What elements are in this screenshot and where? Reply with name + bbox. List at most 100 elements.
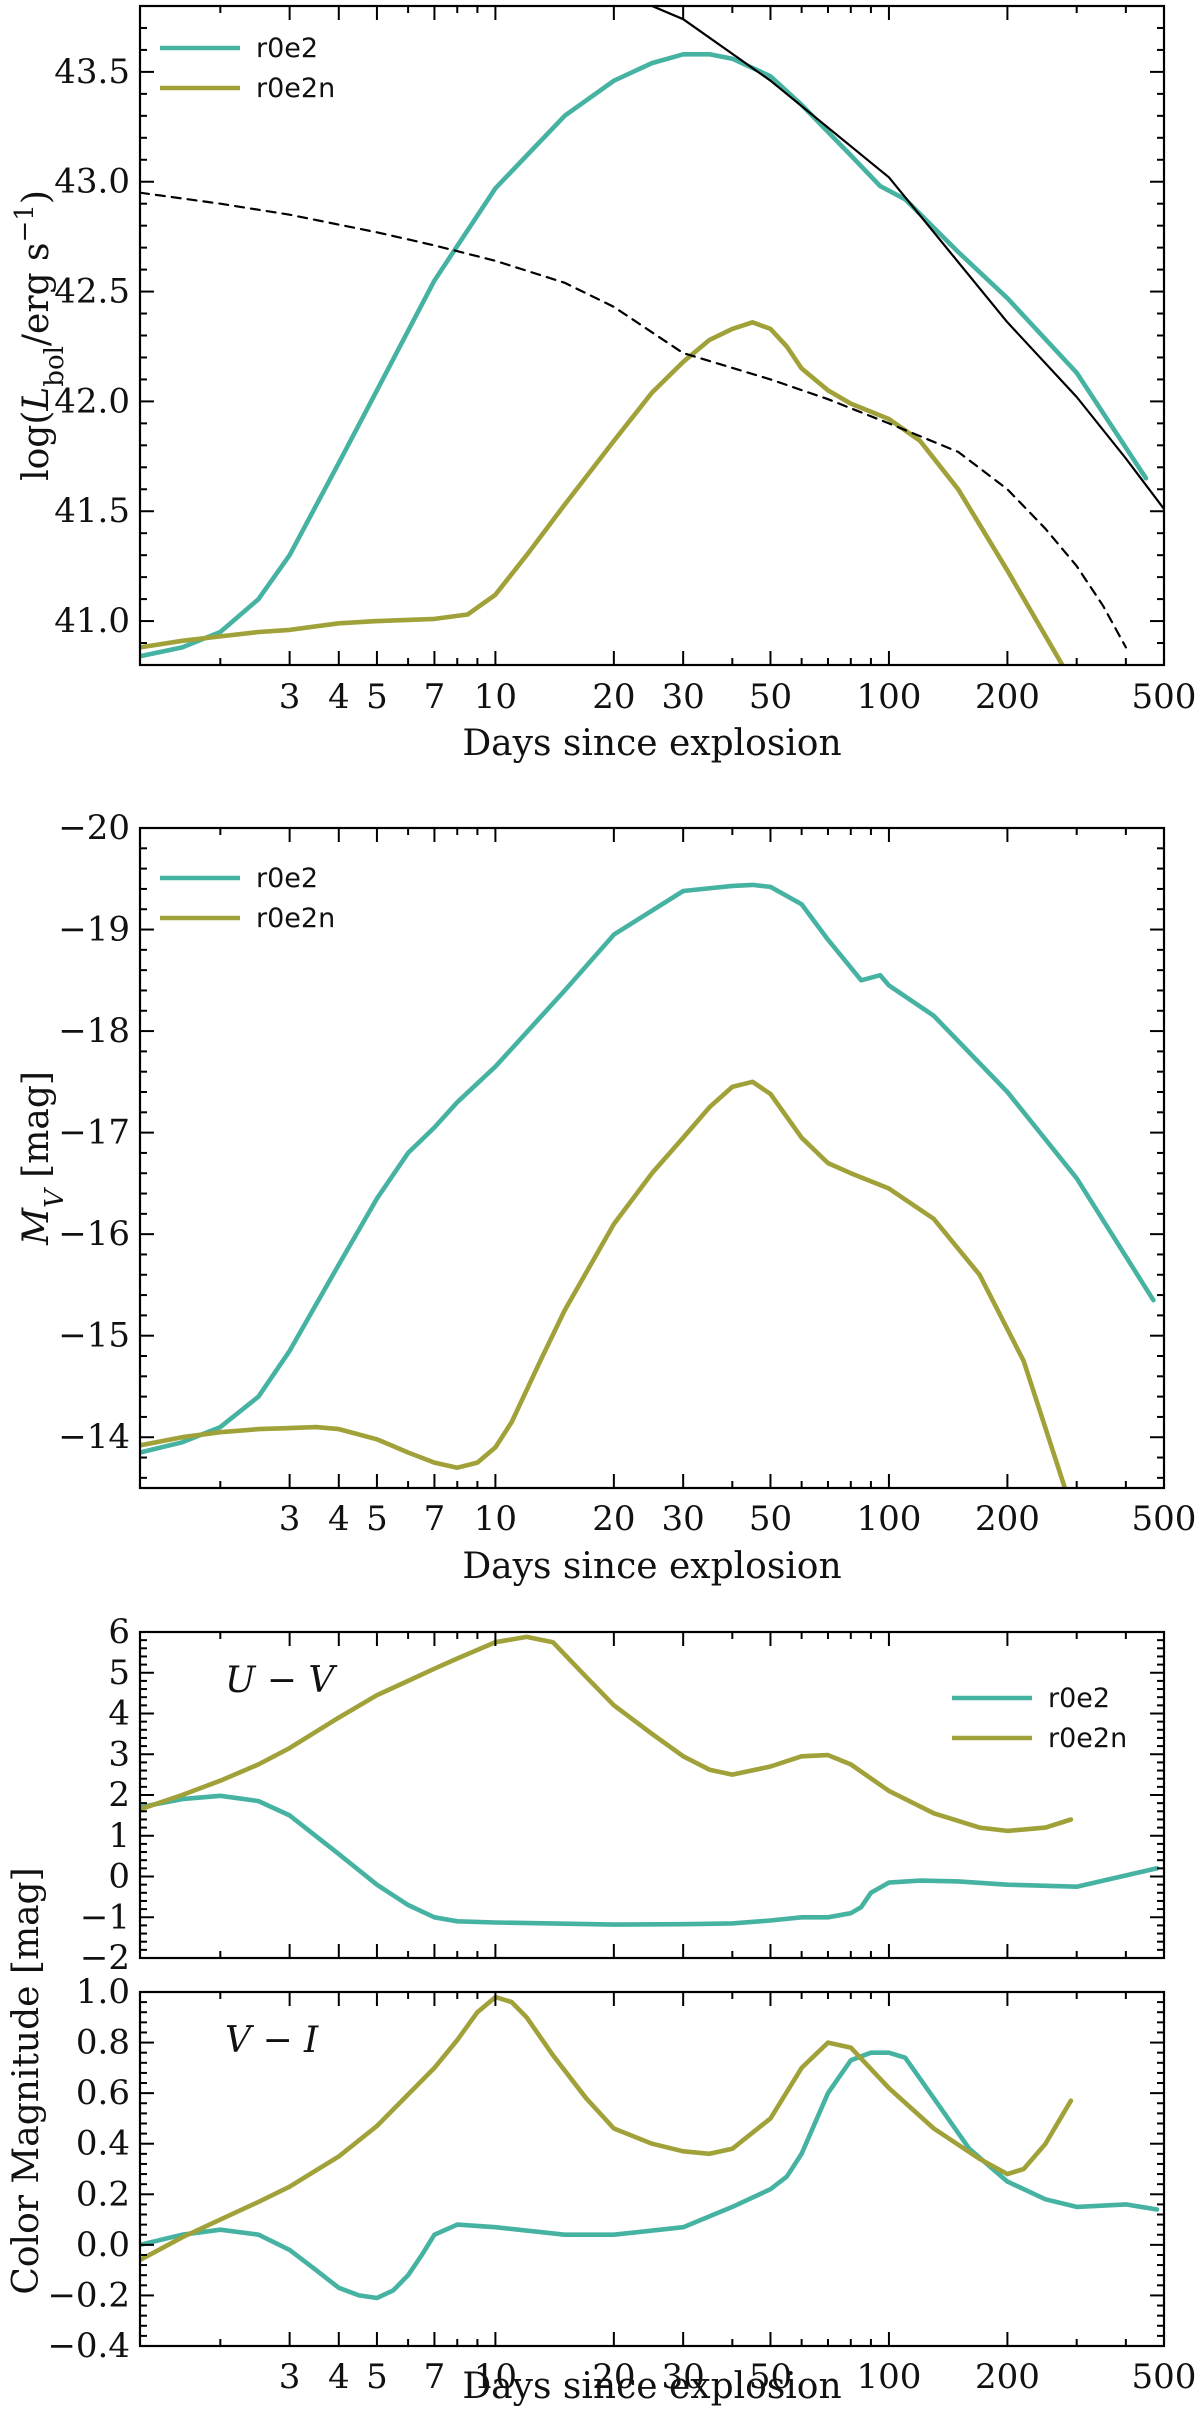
series-line-r0e2: [140, 1793, 1160, 1927]
legend: r0e2 r0e2n: [160, 33, 335, 104]
y-tick-label: −16: [58, 1214, 130, 1254]
x-tick-label: 200: [975, 677, 1040, 717]
series-lines: [140, 1634, 1160, 1927]
x-tick-label: 500: [1132, 2357, 1197, 2397]
x-tick-label: 500: [1132, 677, 1197, 717]
x-tick-label: 3: [279, 677, 301, 717]
y-tick-label: 41.5: [54, 491, 130, 531]
y-tick-label: −17: [58, 1113, 130, 1153]
x-tick-label: 4: [328, 677, 350, 717]
y-tick-label: 0.2: [76, 2174, 130, 2214]
y-tick-label: −2: [80, 1938, 130, 1978]
series-line-r0e2: [140, 882, 1156, 1455]
y-tick-label: 0.0: [76, 2225, 130, 2265]
x-tick-label: 500: [1132, 1499, 1197, 1539]
y-tick-label: −1: [80, 1897, 130, 1937]
y-tick-label: 5: [108, 1653, 130, 1693]
panel-label: U − V: [225, 1660, 338, 1701]
x-tick-label: 20: [592, 2357, 635, 2397]
y-tick-label: 6: [108, 1612, 130, 1652]
legend: r0e2 r0e2n: [160, 863, 335, 934]
panel-v-band-magnitude: 3 4 5 7 10 20 30 50 100 200 500 −14 −15 −16 −17 −18 −19 −…: [16, 808, 1196, 1587]
series-lines: [140, 1994, 1160, 2301]
y-tick-label: 42.0: [54, 381, 130, 421]
plot-frame: [138, 826, 1166, 1490]
y-tick-label: 42.5: [54, 272, 130, 312]
x-tick-label: 50: [749, 1499, 792, 1539]
x-tick-label: 5: [366, 1499, 388, 1539]
y-tick-label: −15: [58, 1316, 130, 1356]
y-tick-label: −18: [58, 1011, 130, 1051]
y-tick-label: 41.0: [54, 601, 130, 641]
x-tick-label: 10: [474, 677, 517, 717]
y-tick-label: 2: [108, 1775, 130, 1815]
plot-frame: [138, 4, 1166, 667]
x-tick-label: 20: [592, 677, 635, 717]
series-lines: [140, 6, 1164, 665]
x-tick-label: 200: [975, 2357, 1040, 2397]
y-tick-label: 0.8: [76, 2023, 130, 2063]
y-tick-label: 1: [108, 1816, 130, 1856]
x-tick-label: 5: [366, 2357, 388, 2397]
x-tick-label: 5: [366, 677, 388, 717]
y-axis-label: MV [mag]: [16, 1071, 70, 1246]
x-tick-label: 3: [279, 1499, 301, 1539]
series-lines: [140, 882, 1156, 1488]
series-line-r0e2n: [140, 1994, 1074, 2263]
shared-color-ylabel: Color Magnitude [mag]: [6, 1867, 47, 2294]
legend-label: r0e2n: [256, 903, 335, 934]
y-axis-label: log(Lbol/erg s−1): [10, 190, 70, 481]
panel-v-minus-i-color: 3 4 5 7 10 20 30 50 100 200 500 −0.4 −0.2 0.0 0.2 0.4 0.…: [47, 1972, 1196, 2407]
y-tick-label: 43.5: [54, 52, 130, 92]
y-tick-label: 43.0: [54, 162, 130, 202]
x-tick-label: 30: [662, 2357, 705, 2397]
legend-label: r0e2n: [1048, 1723, 1127, 1754]
legend-label: r0e2: [256, 33, 318, 64]
x-axis-label: Days since explosion: [462, 1546, 841, 1587]
x-tick-label: 30: [662, 1499, 705, 1539]
y-tick-label: −0.2: [47, 2275, 130, 2315]
series-line-56co-decay-full-trapping-: [650, 6, 1164, 511]
y-tick-label: 3: [108, 1734, 130, 1774]
x-tick-label: 4: [328, 1499, 350, 1539]
legend: r0e2 r0e2n: [952, 1683, 1127, 1754]
series-line-r0e2n: [140, 1634, 1074, 1834]
plot-frame: [138, 1990, 1166, 2348]
legend-label: r0e2: [256, 863, 318, 894]
x-tick-label: 50: [749, 677, 792, 717]
y-tick-label: 0.6: [76, 2073, 130, 2113]
series-line-r0e2n: [140, 1079, 1068, 1488]
x-tick-label: 3: [279, 2357, 301, 2397]
legend-label: r0e2n: [256, 73, 335, 104]
y-tick-label: −20: [58, 808, 130, 848]
y-tick-label: −19: [58, 910, 130, 950]
series-line-56ni-56co-decay-r0e2n-: [140, 191, 1128, 649]
series-line-r0e2n: [140, 319, 1066, 665]
series-line-r0e2: [140, 2050, 1160, 2301]
x-tick-label: 20: [592, 1499, 635, 1539]
x-tick-label: 7: [424, 2357, 446, 2397]
x-tick-label: 200: [975, 1499, 1040, 1539]
y-tick-label: 0.4: [76, 2124, 130, 2164]
y-tick-label: 1.0: [76, 1972, 130, 2012]
y-tick-label: 0: [108, 1857, 130, 1897]
series-line-r0e2: [140, 51, 1149, 659]
y-tick-label: −0.4: [47, 2326, 130, 2366]
x-tick-label: 100: [856, 2357, 921, 2397]
x-tick-label: 30: [662, 677, 705, 717]
x-axis-label: Days since explosion: [462, 2366, 841, 2407]
x-tick-label: 7: [424, 1499, 446, 1539]
y-tick-label: −14: [58, 1417, 130, 1457]
y-tick-label: 4: [108, 1694, 130, 1734]
x-axis-label: Days since explosion: [462, 723, 841, 764]
x-tick-label: 100: [856, 677, 921, 717]
x-tick-label: 10: [474, 2357, 517, 2397]
x-tick-label: 100: [856, 1499, 921, 1539]
panel-label: V − I: [225, 2020, 319, 2061]
panel-bolometric-luminosity: 3 4 5 7 10 20 30 50 100 200 500 41.0 41.5 42.0 42.5 43.…: [10, 4, 1197, 764]
x-tick-label: 10: [474, 1499, 517, 1539]
x-tick-label: 50: [749, 2357, 792, 2397]
x-tick-label: 4: [328, 2357, 350, 2397]
